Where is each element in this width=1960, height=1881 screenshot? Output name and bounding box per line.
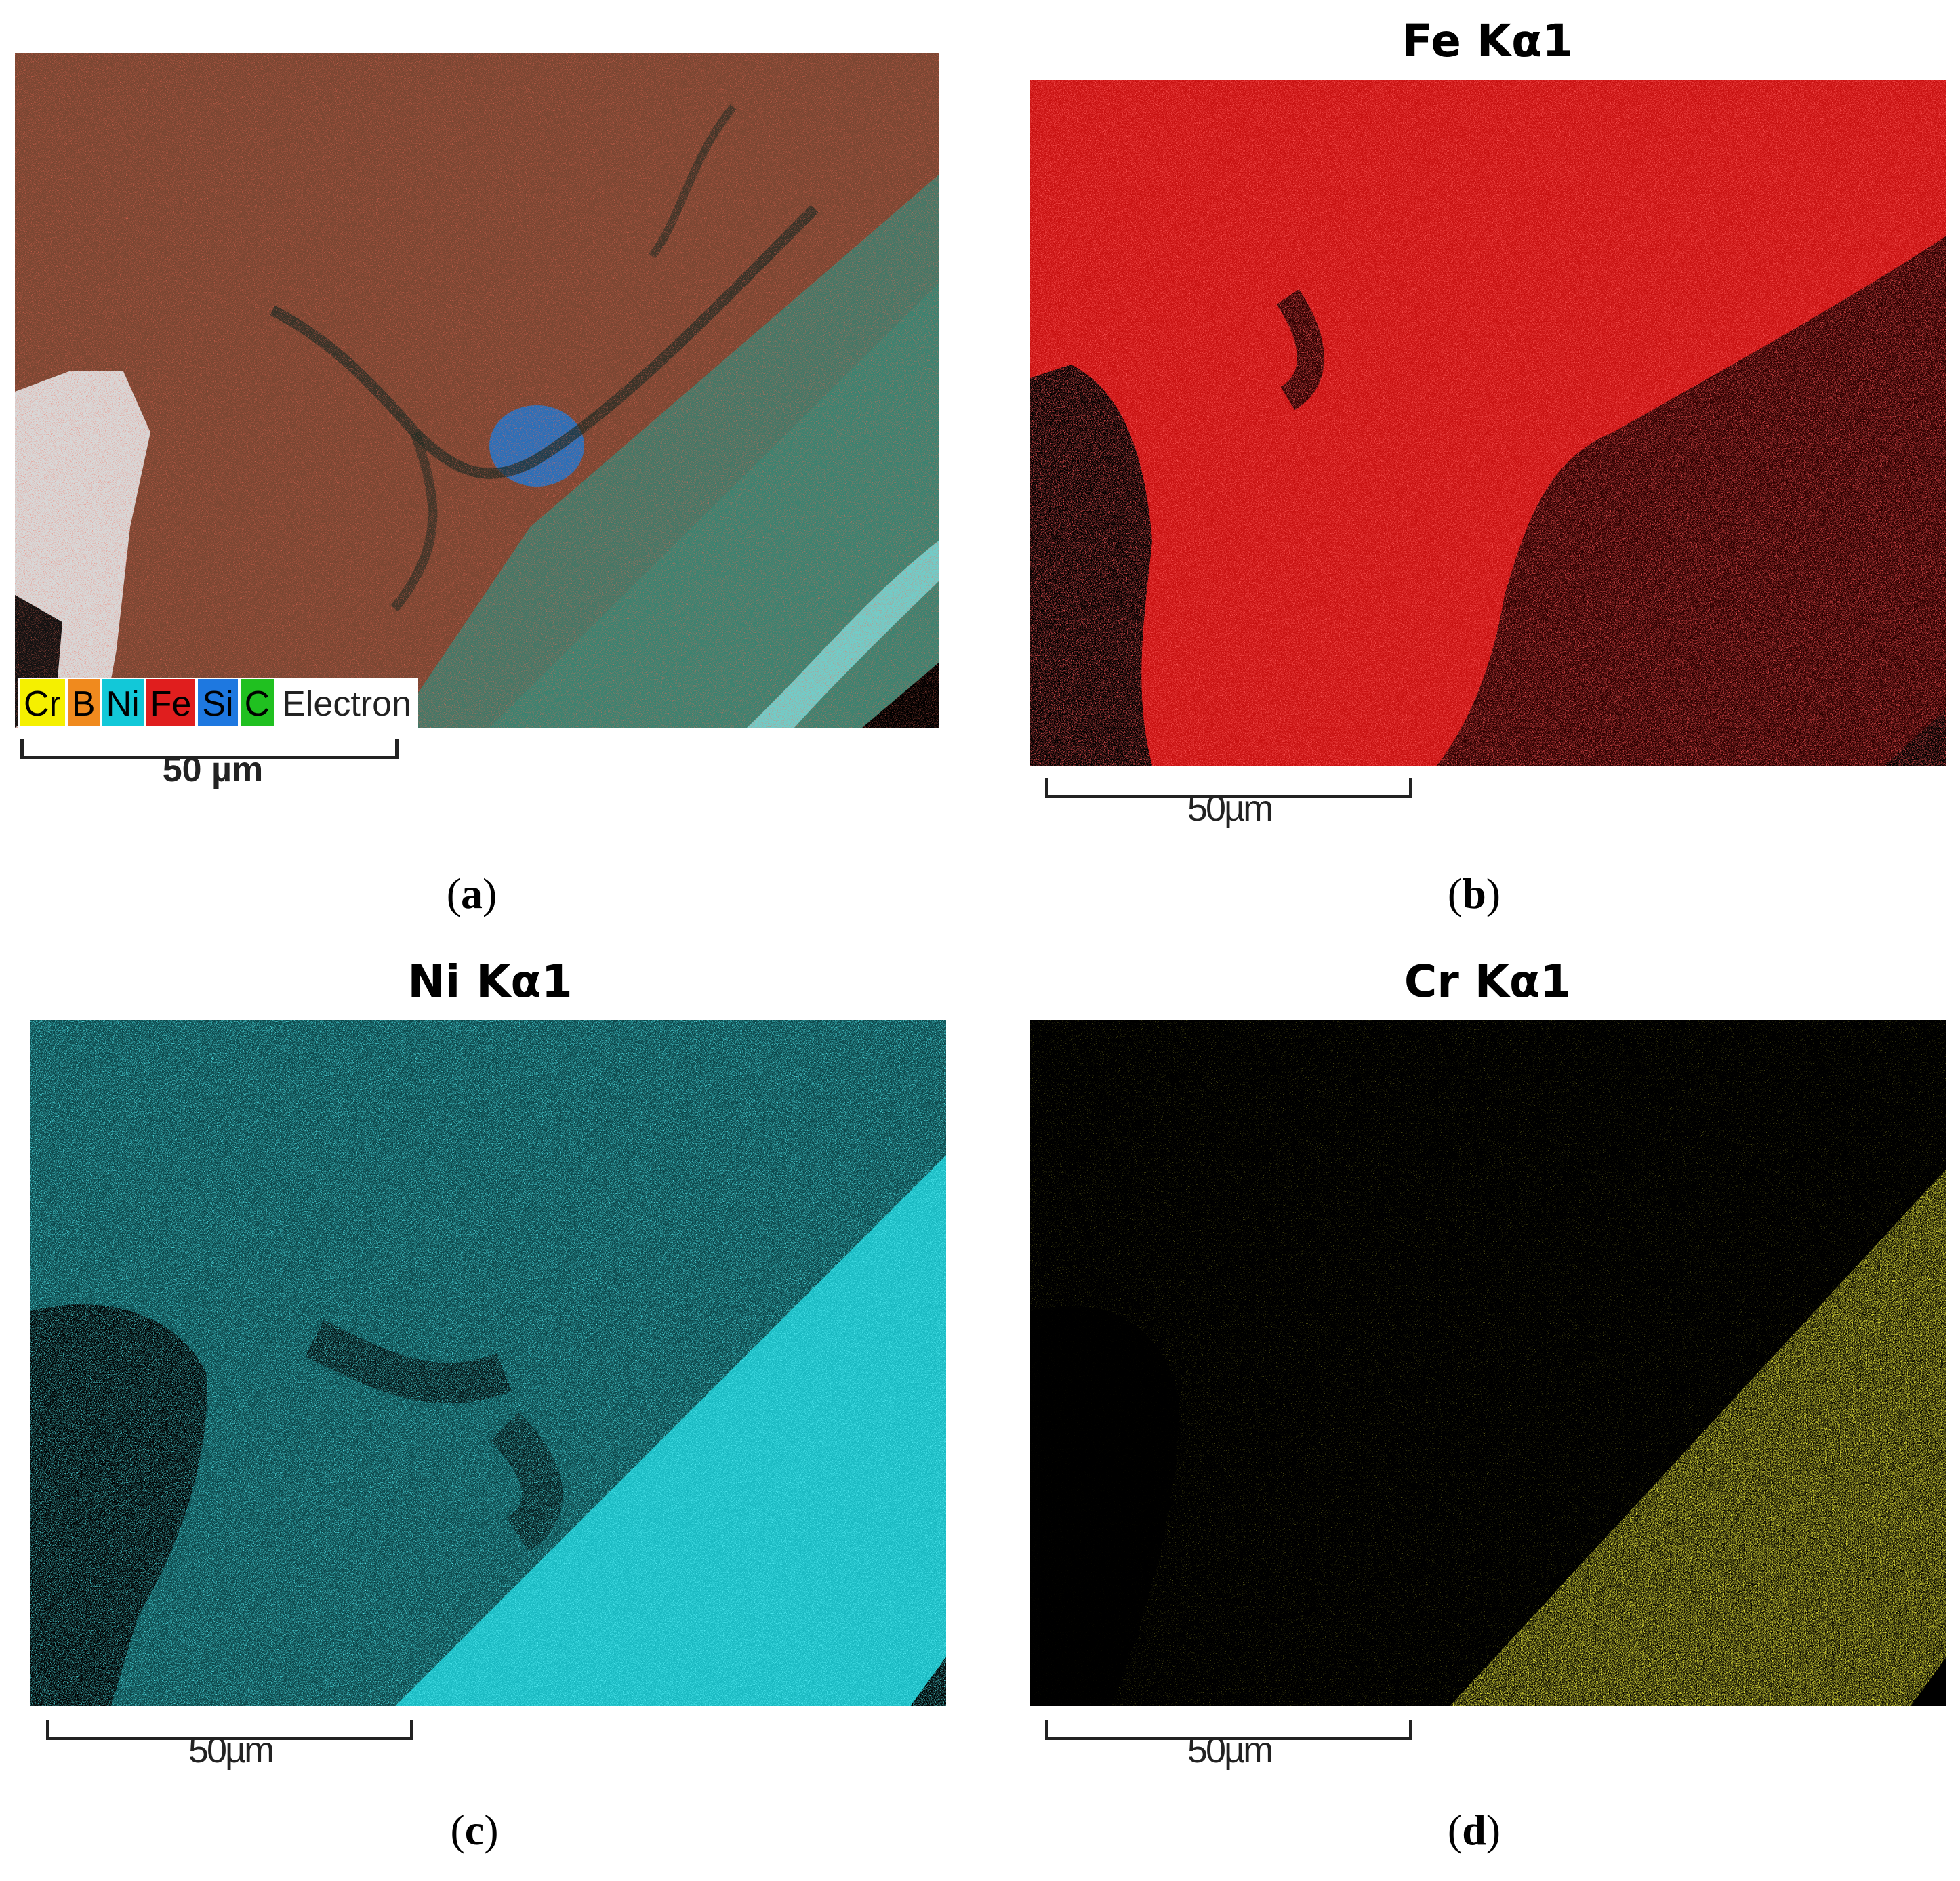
scale-label-c: 50µm: [188, 1730, 274, 1771]
caption-a: (a): [446, 869, 497, 917]
legend-chip-c: C: [239, 678, 276, 728]
scale-bar-c: [46, 1720, 413, 1740]
legend-chip-ni: Ni: [100, 678, 145, 728]
legend-chip-si: Si: [197, 678, 239, 728]
composite-eds-map: [15, 53, 939, 728]
scale-bar-b: [1045, 778, 1412, 798]
map-title-cr: Cr Kα1: [1404, 955, 1572, 1008]
caption-b: (b): [1447, 869, 1501, 917]
legend-chip-b: B: [66, 678, 101, 728]
scale-bar-d: [1045, 1720, 1412, 1740]
cr-map: [1030, 1020, 1946, 1706]
element-legend: Cr B Ni Fe Si C Electron: [18, 678, 418, 728]
scale-label-a: 50 µm: [162, 750, 264, 789]
caption-d: (d): [1447, 1806, 1501, 1854]
map-title-fe: Fe Kα1: [1402, 15, 1574, 67]
caption-a-letter: a: [461, 869, 483, 917]
legend-chip-fe: Fe: [144, 678, 197, 728]
legend-chip-electron: Electron: [275, 678, 418, 728]
caption-c: (c): [450, 1806, 499, 1854]
ni-map: [30, 1020, 946, 1706]
scale-label-b: 50µm: [1187, 788, 1273, 829]
scale-bar-a: [20, 739, 399, 759]
map-title-ni: Ni Kα1: [407, 955, 573, 1008]
caption-c-letter: c: [464, 1806, 485, 1854]
fe-map: [1030, 80, 1946, 766]
legend-chip-cr: Cr: [18, 678, 66, 728]
caption-d-letter: d: [1462, 1806, 1486, 1854]
caption-b-letter: b: [1462, 869, 1486, 917]
scale-label-d: 50µm: [1187, 1730, 1273, 1771]
